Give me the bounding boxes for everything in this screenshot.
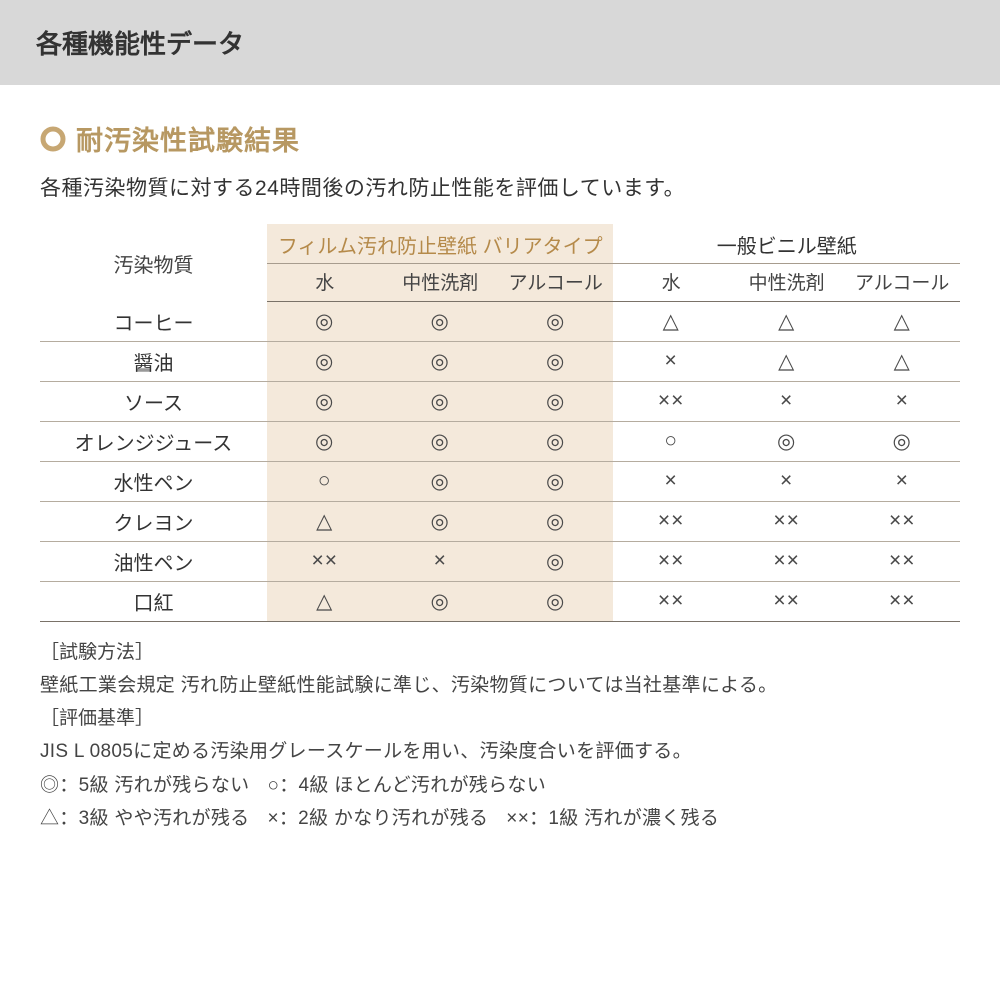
- cell: ◎: [382, 581, 497, 621]
- cell: ××: [729, 581, 844, 621]
- criteria-body: JIS L 0805に定める汚染用グレースケールを用い、汚染度合いを評価する。: [40, 735, 960, 768]
- legend-item: ◎：5級 汚れが残らない: [40, 769, 249, 802]
- cell: ◎: [498, 501, 614, 541]
- cell: △: [267, 581, 382, 621]
- section-heading: 耐汚染性試験結果: [40, 119, 960, 158]
- cell: ××: [844, 501, 960, 541]
- subhead: 水: [613, 264, 728, 302]
- section-intro: 各種汚染物質に対する24時間後の汚れ防止性能を評価しています。: [40, 172, 960, 202]
- cell: ××: [729, 541, 844, 581]
- method-tag: ［試験方法］: [40, 636, 960, 669]
- section-title: 耐汚染性試験結果: [76, 119, 300, 158]
- cell: ××: [267, 541, 382, 581]
- cell: ◎: [382, 501, 497, 541]
- cell: △: [613, 302, 728, 342]
- table-body: コーヒー◎◎◎△△△醤油◎◎◎×△△ソース◎◎◎××××オレンジジュース◎◎◎○…: [40, 302, 960, 622]
- cell: △: [844, 341, 960, 381]
- cell: △: [844, 302, 960, 342]
- cell: ◎: [498, 381, 614, 421]
- cell: ◎: [498, 302, 614, 342]
- cell: ◎: [267, 341, 382, 381]
- cell: ×: [844, 381, 960, 421]
- col-group-a: フィルム汚れ防止壁紙 バリアタイプ: [267, 224, 613, 264]
- cell: ◎: [382, 302, 497, 342]
- cell: ×: [844, 461, 960, 501]
- cell: ◎: [498, 581, 614, 621]
- row-header-label: 汚染物質: [40, 224, 267, 302]
- cell: ◎: [382, 341, 497, 381]
- table-row: 口紅△◎◎××××××: [40, 581, 960, 621]
- table-row: オレンジジュース◎◎◎○◎◎: [40, 421, 960, 461]
- legend-item: △：3級 やや汚れが残る: [40, 802, 249, 835]
- cell: ××: [613, 501, 728, 541]
- cell: ◎: [498, 341, 614, 381]
- subhead: 水: [267, 264, 382, 302]
- row-label: コーヒー: [40, 302, 267, 342]
- cell: ◎: [267, 381, 382, 421]
- row-label: クレヨン: [40, 501, 267, 541]
- cell: ×: [729, 381, 844, 421]
- cell: ××: [613, 381, 728, 421]
- table-row: コーヒー◎◎◎△△△: [40, 302, 960, 342]
- criteria-tag: ［評価基準］: [40, 702, 960, 735]
- cell: ◎: [267, 302, 382, 342]
- page-header: 各種機能性データ: [0, 0, 1000, 85]
- cell: ×: [613, 341, 728, 381]
- subhead: アルコール: [844, 264, 960, 302]
- subhead: 中性洗剤: [729, 264, 844, 302]
- cell: ◎: [844, 421, 960, 461]
- table-row: クレヨン△◎◎××××××: [40, 501, 960, 541]
- cell: ◎: [382, 421, 497, 461]
- cell: ◎: [498, 541, 614, 581]
- cell: ××: [729, 501, 844, 541]
- row-label: 醤油: [40, 341, 267, 381]
- cell: ◎: [267, 421, 382, 461]
- cell: ◎: [498, 461, 614, 501]
- cell: ××: [844, 581, 960, 621]
- row-label: オレンジジュース: [40, 421, 267, 461]
- method-body: 壁紙工業会規定 汚れ防止壁紙性能試験に準じ、汚染物質については当社基準による。: [40, 669, 960, 702]
- table-row: ソース◎◎◎××××: [40, 381, 960, 421]
- content: 耐汚染性試験結果 各種汚染物質に対する24時間後の汚れ防止性能を評価しています。…: [0, 85, 1000, 835]
- cell: ××: [844, 541, 960, 581]
- cell: ◎: [729, 421, 844, 461]
- page-title: 各種機能性データ: [36, 29, 244, 59]
- row-label: 口紅: [40, 581, 267, 621]
- table-row: 水性ペン○◎◎×××: [40, 461, 960, 501]
- cell: ○: [613, 421, 728, 461]
- cell: △: [729, 302, 844, 342]
- table-header-groups: 汚染物質 フィルム汚れ防止壁紙 バリアタイプ 一般ビニル壁紙: [40, 224, 960, 264]
- legend-item: ×：2級 かなり汚れが残る: [267, 802, 488, 835]
- cell: ×: [613, 461, 728, 501]
- cell: ×: [729, 461, 844, 501]
- table-row: 醤油◎◎◎×△△: [40, 341, 960, 381]
- legend-line-1: ◎：5級 汚れが残らない ○：4級 ほとんど汚れが残らない: [40, 769, 960, 802]
- col-group-b: 一般ビニル壁紙: [613, 224, 960, 264]
- legend-line-2: △：3級 やや汚れが残る ×：2級 かなり汚れが残る ××：1級 汚れが濃く残る: [40, 802, 960, 835]
- cell: ◎: [382, 381, 497, 421]
- stain-table: 汚染物質 フィルム汚れ防止壁紙 バリアタイプ 一般ビニル壁紙 水 中性洗剤 アル…: [40, 224, 960, 622]
- legend-item: ○：4級 ほとんど汚れが残らない: [267, 769, 546, 802]
- ring-bullet-icon: [40, 126, 66, 152]
- row-label: ソース: [40, 381, 267, 421]
- row-label: 水性ペン: [40, 461, 267, 501]
- cell: ○: [267, 461, 382, 501]
- subhead: 中性洗剤: [382, 264, 497, 302]
- cell: ◎: [498, 421, 614, 461]
- table-row: 油性ペン×××◎××××××: [40, 541, 960, 581]
- cell: ◎: [382, 461, 497, 501]
- legend-item: ××：1級 汚れが濃く残る: [506, 802, 719, 835]
- cell: ××: [613, 541, 728, 581]
- row-label: 油性ペン: [40, 541, 267, 581]
- subhead: アルコール: [498, 264, 614, 302]
- cell: ××: [613, 581, 728, 621]
- cell: △: [729, 341, 844, 381]
- cell: ×: [382, 541, 497, 581]
- cell: △: [267, 501, 382, 541]
- notes: ［試験方法］ 壁紙工業会規定 汚れ防止壁紙性能試験に準じ、汚染物質については当社…: [40, 636, 960, 836]
